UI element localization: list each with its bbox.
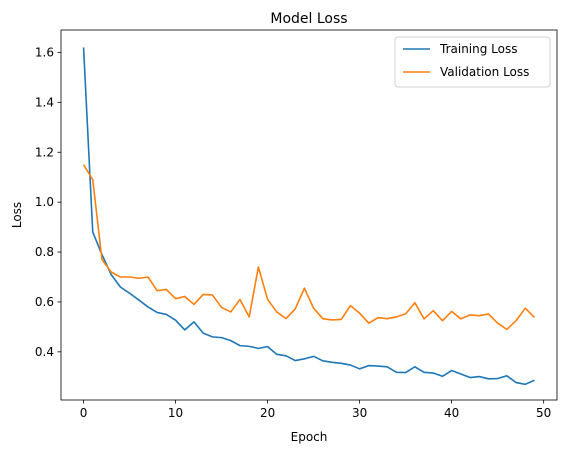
y-tick-label: 0.6	[35, 295, 54, 309]
legend-label-validation: Validation Loss	[440, 65, 529, 79]
y-axis: 0.4 0.6 0.8 1.0 1.2 1.4 1.6	[35, 45, 61, 359]
series-line-training-loss	[82, 47, 535, 386]
x-tick-label: 0	[80, 406, 88, 420]
x-tick-label: 50	[536, 406, 551, 420]
plot-frame	[60, 29, 558, 401]
y-tick-label: 1.0	[35, 195, 54, 209]
chart-title: Model Loss	[270, 11, 347, 27]
x-tick-label: 10	[168, 406, 183, 420]
x-axis: 0 10 20 30 40 50	[80, 400, 551, 420]
y-tick-label: 1.4	[35, 95, 54, 109]
x-tick-label: 40	[444, 406, 459, 420]
y-tick-label: 1.2	[35, 145, 54, 159]
y-tick-label: 0.8	[35, 245, 54, 259]
y-tick-label: 0.4	[35, 345, 54, 359]
legend-box	[394, 36, 551, 88]
x-tick-label: 30	[352, 406, 367, 420]
series-line-validation-loss	[82, 164, 536, 331]
legend-label-training: Training Loss	[439, 42, 517, 56]
y-tick-label: 1.6	[35, 45, 54, 59]
x-axis-label: Epoch	[291, 430, 328, 444]
y-axis-label: Loss	[10, 202, 24, 228]
plot-lines	[82, 47, 536, 386]
legend: Training Loss Validation Loss	[394, 36, 551, 88]
x-tick-label: 20	[260, 406, 275, 420]
